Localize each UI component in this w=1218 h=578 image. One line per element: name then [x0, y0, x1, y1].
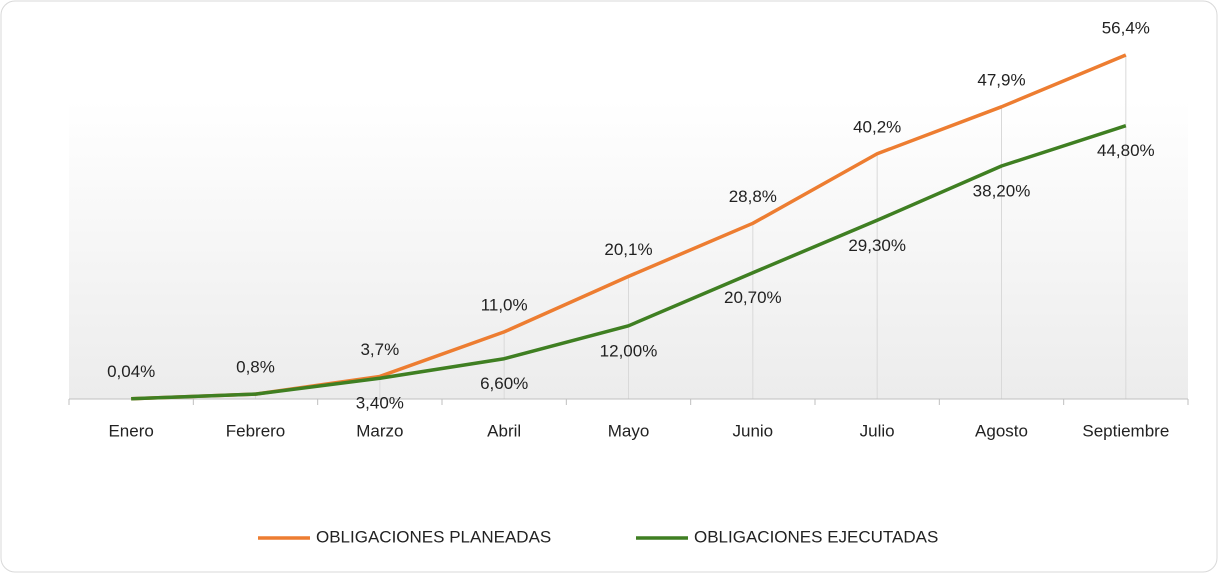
- data-label: 6,60%: [480, 374, 528, 393]
- legend-label: OBLIGACIONES EJECUTADAS: [694, 527, 938, 546]
- data-label: 0,04%: [107, 362, 155, 381]
- data-label: 28,8%: [729, 187, 777, 206]
- x-tick-label: Enero: [108, 421, 153, 440]
- x-tick-label: Febrero: [226, 421, 286, 440]
- legend-label: OBLIGACIONES PLANEADAS: [316, 527, 551, 546]
- data-label: 3,7%: [360, 340, 399, 359]
- data-label: 12,00%: [600, 341, 658, 360]
- x-tick-label: Mayo: [608, 421, 650, 440]
- data-label: 20,70%: [724, 288, 782, 307]
- data-label: 47,9%: [977, 70, 1025, 89]
- data-label: 20,1%: [604, 240, 652, 259]
- data-label: 3,40%: [356, 394, 404, 413]
- x-tick-label: Agosto: [975, 421, 1028, 440]
- x-tick-label: Marzo: [356, 421, 403, 440]
- data-label: 29,30%: [848, 236, 906, 255]
- x-tick-label: Abril: [487, 421, 521, 440]
- data-label: 40,2%: [853, 117, 901, 136]
- x-tick-label: Junio: [733, 421, 774, 440]
- data-label: 38,20%: [973, 181, 1031, 200]
- data-label: 44,80%: [1097, 141, 1155, 160]
- data-label: 11,0%: [481, 295, 528, 314]
- data-label: 56,4%: [1102, 18, 1150, 37]
- x-tick-label: Julio: [860, 421, 895, 440]
- x-tick-label: Septiembre: [1082, 421, 1169, 440]
- data-label: 0,8%: [236, 358, 275, 377]
- series-line: [131, 124, 1127, 401]
